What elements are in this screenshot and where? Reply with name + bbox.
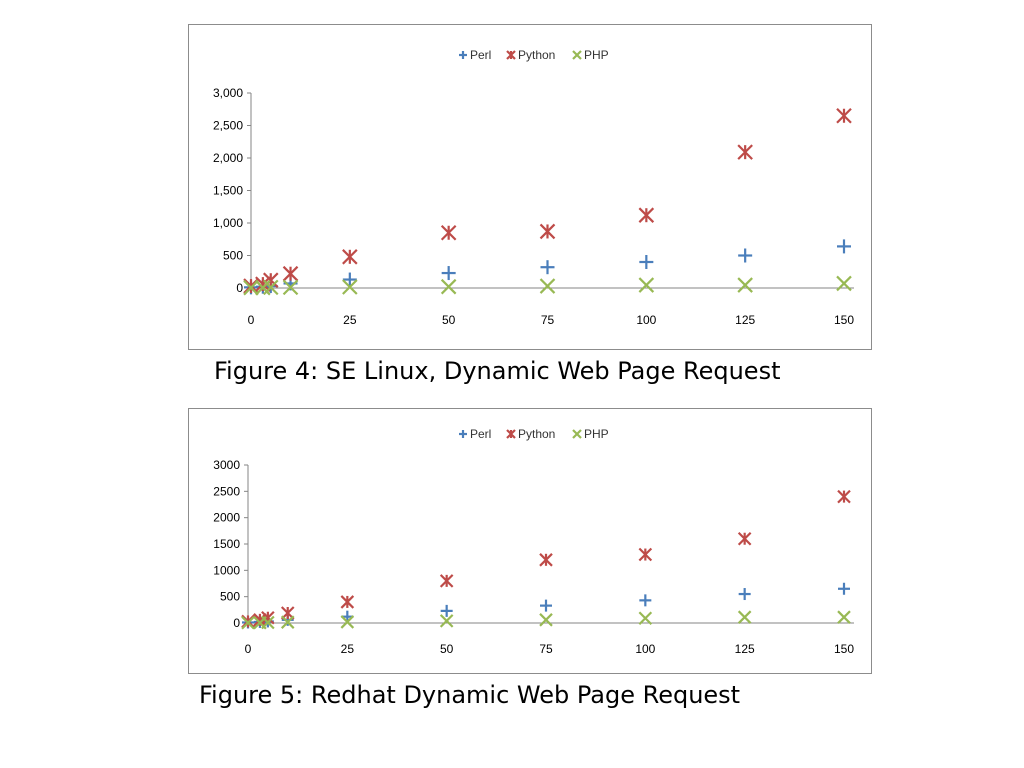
y-tick-label: 0	[236, 281, 243, 295]
x-tick-label: 50	[440, 642, 454, 656]
data-point-php	[262, 279, 279, 296]
data-point-php	[440, 278, 457, 295]
data-point-php	[280, 615, 295, 629]
data-point-python	[539, 223, 556, 240]
data-point-python	[439, 574, 454, 588]
y-tick-label: 500	[220, 590, 240, 604]
x-tick-label: 100	[635, 642, 655, 656]
series-perl	[242, 582, 850, 629]
data-point-php	[737, 610, 752, 624]
figure-4-caption: Figure 4: SE Linux, Dynamic Web Page Req…	[214, 357, 781, 385]
y-tick-label: 2000	[213, 511, 240, 525]
legend-marker-php	[572, 429, 582, 439]
data-point-python	[282, 265, 299, 282]
legend-item-perl: Perl	[459, 427, 491, 441]
data-point-python	[737, 531, 752, 546]
data-point-php	[638, 277, 655, 293]
data-point-perl	[639, 255, 654, 269]
y-tick-label: 1500	[213, 537, 240, 551]
x-tick-label: 150	[834, 313, 854, 327]
data-point-perl	[342, 272, 357, 287]
legend-label-python: Python	[518, 48, 555, 62]
data-point-python	[737, 144, 753, 160]
data-point-python	[837, 489, 851, 504]
legend-label-python: Python	[518, 427, 555, 441]
y-tick-label: 2,000	[213, 151, 243, 165]
data-point-php	[241, 615, 255, 630]
data-point-python	[440, 224, 457, 241]
data-point-perl	[838, 582, 850, 595]
data-point-php	[243, 279, 259, 296]
chart-figure-4-svg: 3,000 2,500 2,000 1,500 1,000 500 0 0 25 50 75 100 1…	[213, 48, 854, 327]
x-tick-label: 150	[834, 642, 854, 656]
data-point-python	[638, 547, 653, 562]
data-point-perl	[540, 599, 552, 612]
y-tick-label: 1000	[213, 563, 240, 577]
x-tick-label: 0	[248, 313, 255, 327]
data-point-php	[282, 279, 299, 296]
x-tick-label: 50	[442, 313, 456, 327]
data-point-python	[342, 249, 358, 265]
x-tick-label: 25	[343, 313, 357, 327]
legend-label-php: PHP	[584, 48, 609, 62]
legend-item-perl: Perl	[459, 48, 491, 62]
data-point-python	[836, 107, 852, 124]
data-point-perl	[441, 266, 456, 281]
legend-label-php: PHP	[584, 427, 609, 441]
data-point-php	[539, 613, 553, 627]
data-point-perl	[540, 260, 555, 275]
data-point-perl	[738, 248, 753, 263]
legend-marker-python	[506, 429, 516, 439]
data-point-perl	[837, 239, 851, 254]
y-tick-label: 1,500	[213, 184, 243, 198]
data-point-perl	[738, 588, 751, 601]
data-point-php	[539, 278, 556, 294]
legend-marker-perl	[459, 430, 467, 438]
data-point-php	[340, 615, 355, 629]
legend: Perl Python PHP	[459, 48, 609, 62]
chart-figure-5-svg: 3000 2500 2000 1500 1000 500 00 25 50 75 100 125 150…	[213, 427, 854, 656]
y-tick-label: 0	[233, 616, 240, 630]
legend-label-perl: Perl	[470, 48, 491, 62]
chart-figure-5: 3000 2500 2000 1500 1000 500 0 0 25 50 75 100 125 150…	[188, 408, 872, 674]
x-tick-label: 0	[245, 642, 252, 656]
legend: Perl Python PHP	[459, 427, 609, 441]
chart-figure-4: 3,000 2,500 2,000 1,500 1,000 500 0 0 25 50 75 100 1…	[188, 24, 872, 350]
data-point-php	[638, 611, 653, 626]
legend-label-perl: Perl	[470, 427, 491, 441]
data-point-perl	[440, 604, 453, 617]
data-point-python	[539, 553, 553, 567]
data-point-php	[837, 610, 851, 624]
x-tick-label: 125	[735, 642, 755, 656]
data-point-php	[261, 615, 275, 630]
x-tick-label: 100	[636, 313, 656, 327]
y-tick-label: 3,000	[213, 86, 243, 100]
data-point-php	[439, 614, 454, 628]
legend-item-python: Python	[506, 427, 555, 441]
data-point-php	[737, 277, 753, 293]
x-tick-label: 25	[341, 642, 355, 656]
data-point-perl	[639, 594, 652, 607]
legend-marker-python	[506, 50, 516, 60]
y-tick-label: 1,000	[213, 216, 243, 230]
legend-item-python: Python	[506, 48, 555, 62]
data-point-php	[836, 275, 852, 292]
y-tick-label: 500	[223, 249, 243, 263]
y-tick-label: 2,500	[213, 119, 243, 133]
y-tick-label: 3000	[213, 458, 240, 472]
data-point-php	[342, 279, 358, 295]
legend-marker-perl	[459, 51, 467, 59]
legend-item-php: PHP	[572, 427, 609, 441]
data-point-python	[340, 595, 355, 609]
series-php	[243, 275, 852, 296]
x-tick-label: 75	[539, 642, 553, 656]
series-php	[241, 610, 851, 630]
data-point-python	[638, 207, 655, 223]
legend-marker-php	[572, 50, 582, 60]
figure-5-caption: Figure 5: Redhat Dynamic Web Page Reques…	[199, 681, 741, 709]
x-tick-label: 125	[735, 313, 755, 327]
legend-item-php: PHP	[572, 48, 609, 62]
y-tick-label: 2500	[213, 484, 240, 498]
x-tick-label: 75	[541, 313, 555, 327]
